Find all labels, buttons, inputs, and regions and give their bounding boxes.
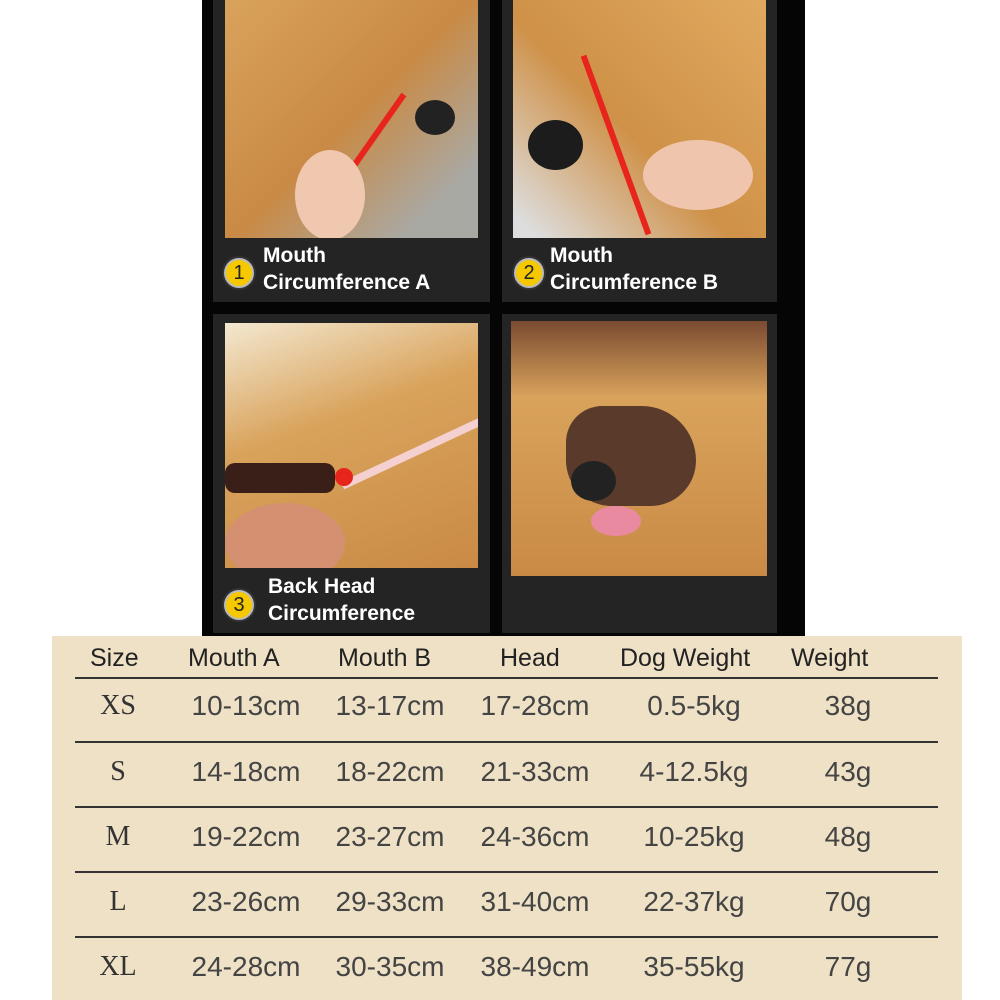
photo-panel: 1 Mouth Circumference A 2 Mouth Circumfere…: [202, 0, 805, 636]
panel-mouth-a: 1 Mouth Circumference A: [213, 0, 490, 302]
table-cell: 19-22cm: [191, 821, 301, 852]
dog-photo-muzzle: [511, 321, 767, 576]
table-cell: 10-13cm: [191, 690, 301, 721]
table-cell: 10-25kg: [643, 821, 745, 852]
dog-photo-back-head: [225, 323, 478, 568]
table-cell: 77g: [824, 951, 872, 982]
table-cell: 31-40cm: [480, 886, 590, 917]
table-cell: 4-12.5kg: [639, 756, 749, 787]
table-cell: XS: [100, 690, 136, 721]
table-cell: 38g: [824, 690, 872, 721]
table-cell: 0.5-5kg: [647, 690, 741, 721]
header-weight: Weight: [791, 644, 869, 672]
caption: Back Head Circumference: [268, 575, 416, 625]
header-head: Head: [500, 644, 560, 672]
table-cell: XL: [99, 951, 137, 982]
header-mouth-a: Mouth A: [188, 644, 280, 672]
size-table: Size Mouth A Mouth B Head Dog Weight Wei…: [52, 636, 962, 1000]
row-divider: [75, 677, 938, 679]
row-divider: [75, 936, 938, 938]
table-cell: 23-27cm: [335, 821, 445, 852]
table-cell: 14-18cm: [191, 756, 301, 787]
table-cell: 35-55kg: [643, 951, 745, 982]
table-cell: 17-28cm: [480, 690, 590, 721]
header-mouth-b: Mouth B: [338, 644, 432, 672]
row-divider: [75, 741, 938, 743]
table-cell: 18-22cm: [335, 756, 445, 787]
caption: Mouth Circumference B: [550, 244, 719, 294]
row-divider: [75, 871, 938, 873]
header-dog-weight: Dog Weight: [620, 644, 751, 672]
table-cell: 13-17cm: [335, 690, 445, 721]
step-badge: 3: [224, 590, 254, 620]
caption: Mouth Circumference A: [263, 244, 431, 294]
table-cell: 43g: [824, 756, 872, 787]
table-cell: 24-36cm: [480, 821, 590, 852]
table-cell: 29-33cm: [335, 886, 445, 917]
step-badge: 2: [514, 258, 544, 288]
table-cell: 70g: [824, 886, 872, 917]
dog-photo-mouth-a: [225, 0, 478, 238]
table-cell: 38-49cm: [480, 951, 590, 982]
table-cell: 23-26cm: [191, 886, 301, 917]
table-cell: 30-35cm: [335, 951, 445, 982]
table-cell: 24-28cm: [191, 951, 301, 982]
table-cell: L: [109, 886, 127, 917]
table-cell: 22-37kg: [643, 886, 745, 917]
header-size: Size: [90, 644, 139, 672]
row-divider: [75, 806, 938, 808]
table-cell: S: [110, 756, 126, 787]
table-cell: M: [105, 821, 131, 852]
panel-mouth-b: 2 Mouth Circumference B: [502, 0, 777, 302]
panel-back-head: 3 Back Head Circumference: [213, 314, 490, 633]
table-cell: 48g: [824, 821, 872, 852]
panel-muzzle-worn: [502, 314, 777, 633]
dog-photo-mouth-b: [513, 0, 766, 238]
step-badge: 1: [224, 258, 254, 288]
table-cell: 21-33cm: [480, 756, 590, 787]
